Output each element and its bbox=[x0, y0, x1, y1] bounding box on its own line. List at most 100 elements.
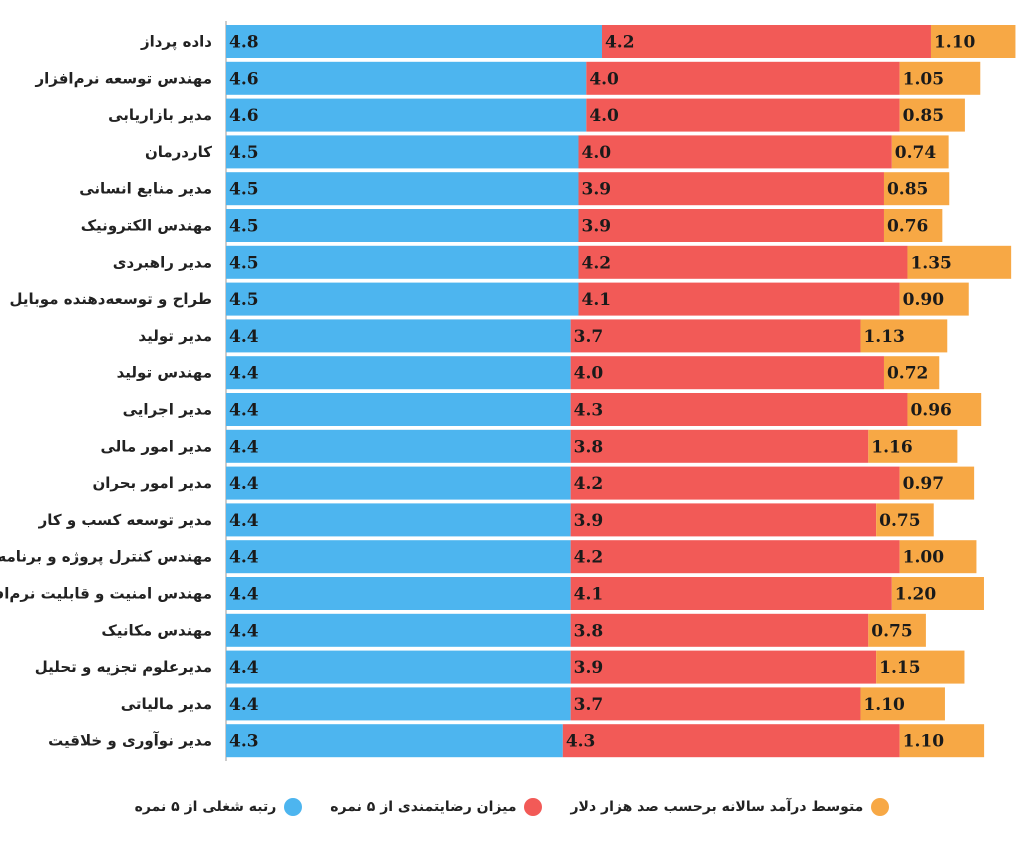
legend-label-job-rank: رتبه شغلی از ۵ نمره bbox=[134, 799, 277, 815]
bar-job-rank bbox=[226, 172, 579, 206]
value-label-income: 1.10 bbox=[863, 695, 905, 715]
bar-job-rank bbox=[226, 650, 571, 684]
bar-satisfaction bbox=[570, 613, 869, 647]
bar-income bbox=[883, 172, 950, 206]
value-label-satisfaction: 3.8 bbox=[574, 437, 604, 457]
value-label-income: 0.75 bbox=[879, 511, 920, 531]
value-label-job-rank: 4.5 bbox=[229, 253, 259, 273]
value-label-satisfaction: 3.8 bbox=[574, 621, 604, 641]
value-label-satisfaction: 3.7 bbox=[574, 695, 604, 715]
bar-satisfaction bbox=[570, 650, 877, 684]
category-label: مهندس توسعه نرم‌افزار bbox=[35, 69, 213, 87]
value-label-satisfaction: 4.2 bbox=[605, 33, 635, 53]
bar-job-rank bbox=[226, 466, 571, 500]
bar-satisfaction bbox=[578, 172, 884, 206]
value-label-income: 0.74 bbox=[895, 143, 937, 163]
bar-job-rank bbox=[226, 613, 571, 647]
bar-satisfaction bbox=[586, 98, 900, 132]
bar-satisfaction bbox=[578, 135, 892, 169]
value-label-income: 0.90 bbox=[903, 290, 945, 310]
legend-label-satisfaction: میزان رضایتمندی از ۵ نمره bbox=[330, 799, 517, 815]
bar-satisfaction bbox=[570, 540, 900, 574]
bar-job-rank bbox=[226, 393, 571, 426]
bar-satisfaction bbox=[570, 577, 892, 610]
bar-satisfaction bbox=[570, 503, 877, 537]
bar-income bbox=[876, 503, 934, 537]
value-label-income: 0.85 bbox=[887, 180, 928, 200]
legend-item-satisfaction: میزان رضایتمندی از ۵ نمره bbox=[330, 798, 543, 816]
category-label: مهندس تولید bbox=[117, 364, 212, 382]
value-label-income: 1.13 bbox=[863, 327, 904, 347]
category-label: مدیر راهبردی bbox=[113, 253, 212, 271]
legend-item-job-rank: رتبه شغلی از ۵ نمره bbox=[135, 798, 303, 816]
bar-job-rank bbox=[226, 61, 587, 95]
legend-dot-income bbox=[871, 798, 890, 816]
value-label-satisfaction: 3.9 bbox=[581, 217, 611, 237]
bar-job-rank bbox=[226, 25, 602, 58]
bar-job-rank bbox=[226, 209, 579, 242]
value-label-job-rank: 4.8 bbox=[229, 33, 259, 53]
value-label-job-rank: 4.4 bbox=[229, 695, 259, 715]
category-label: مدیر اجرایی bbox=[123, 401, 212, 419]
value-label-job-rank: 4.4 bbox=[229, 327, 259, 347]
category-label: مدیر امور مالی bbox=[100, 437, 212, 455]
bar-satisfaction bbox=[578, 245, 908, 279]
bar-income bbox=[899, 98, 965, 132]
value-label-satisfaction: 4.2 bbox=[574, 474, 604, 494]
value-label-satisfaction: 4.0 bbox=[581, 143, 611, 163]
chart-legend: متوسط درآمد سالانه برحسب صد هزار دلار می… bbox=[0, 792, 1024, 822]
value-label-job-rank: 4.4 bbox=[229, 585, 259, 605]
value-label-income: 1.05 bbox=[903, 69, 944, 89]
bar-income bbox=[883, 356, 940, 390]
category-label: مهندس الکترونیک bbox=[81, 217, 212, 235]
value-label-satisfaction: 4.3 bbox=[574, 401, 604, 421]
value-label-job-rank: 4.5 bbox=[229, 180, 259, 200]
bar-income bbox=[899, 466, 975, 500]
bar-income bbox=[883, 209, 943, 242]
value-label-job-rank: 4.4 bbox=[229, 364, 259, 384]
value-label-job-rank: 4.4 bbox=[229, 474, 259, 494]
bar-income bbox=[907, 245, 1012, 279]
legend-dot-job-rank bbox=[284, 798, 303, 816]
bar-job-rank bbox=[226, 282, 579, 316]
category-label: مدیر منابع انسانی bbox=[79, 180, 212, 198]
value-label-income: 0.96 bbox=[910, 401, 951, 421]
category-label: طراح و توسعه‌دهنده موبایل bbox=[10, 290, 212, 308]
bar-job-rank bbox=[226, 503, 571, 537]
value-label-satisfaction: 4.0 bbox=[589, 69, 619, 89]
value-label-income: 0.97 bbox=[903, 474, 944, 494]
value-label-job-rank: 4.5 bbox=[229, 143, 259, 163]
bar-income bbox=[907, 393, 982, 426]
category-label: مدیر مالیاتی bbox=[121, 695, 212, 713]
value-label-job-rank: 4.4 bbox=[229, 621, 259, 641]
value-label-job-rank: 4.4 bbox=[229, 437, 259, 457]
bar-job-rank bbox=[226, 429, 571, 463]
bar-income bbox=[891, 135, 949, 169]
bar-satisfaction bbox=[570, 687, 861, 721]
bar-satisfaction bbox=[578, 282, 900, 316]
category-label: مدیر تولید bbox=[138, 327, 212, 345]
bar-job-rank bbox=[226, 98, 587, 132]
category-label: مهندس امنیت و قابلیت نرم‌افزار bbox=[0, 585, 212, 603]
value-label-satisfaction: 4.2 bbox=[581, 253, 611, 273]
value-label-income: 1.35 bbox=[910, 253, 951, 273]
legend-dot-satisfaction bbox=[524, 798, 543, 816]
bar-satisfaction bbox=[570, 356, 884, 390]
value-label-job-rank: 4.3 bbox=[229, 732, 259, 752]
bar-job-rank bbox=[226, 319, 571, 353]
bar-job-rank bbox=[226, 577, 571, 610]
category-label: کاردرمان bbox=[145, 143, 212, 161]
value-label-job-rank: 4.5 bbox=[229, 217, 259, 237]
legend-item-income: متوسط درآمد سالانه برحسب صد هزار دلار bbox=[570, 798, 890, 816]
value-label-income: 0.85 bbox=[903, 106, 944, 126]
value-label-income: 1.10 bbox=[903, 732, 945, 752]
bar-income bbox=[899, 282, 969, 316]
category-label: مهندس مکانیک bbox=[101, 621, 212, 639]
bar-income bbox=[868, 429, 958, 463]
value-label-satisfaction: 4.1 bbox=[574, 585, 604, 605]
value-label-satisfaction: 4.0 bbox=[589, 106, 619, 126]
category-label: مدیر توسعه کسب و کار bbox=[38, 511, 212, 529]
value-label-income: 0.75 bbox=[871, 621, 912, 641]
value-label-income: 1.20 bbox=[895, 585, 937, 605]
bar-income bbox=[868, 613, 926, 647]
